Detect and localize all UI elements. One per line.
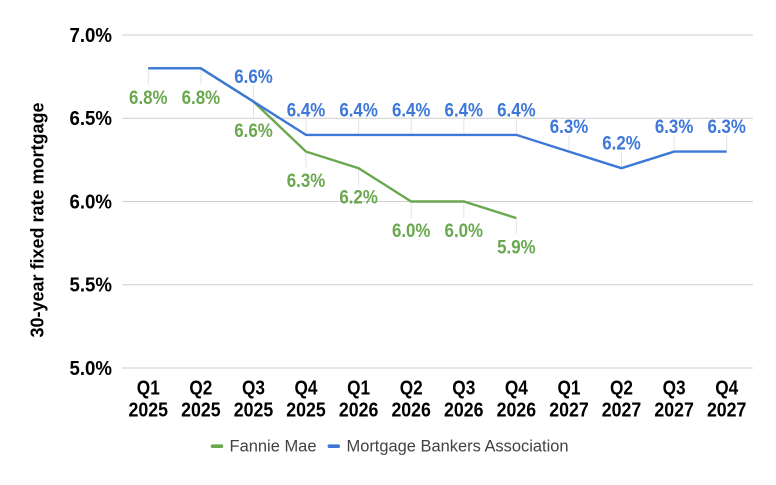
svg-text:6.3%: 6.3% (655, 117, 694, 138)
svg-text:Q4: Q4 (295, 378, 319, 400)
svg-text:6.3%: 6.3% (287, 171, 326, 192)
svg-text:6.3%: 6.3% (707, 117, 746, 138)
svg-text:Q3: Q3 (452, 378, 475, 400)
svg-text:6.4%: 6.4% (445, 100, 484, 121)
svg-text:6.4%: 6.4% (497, 100, 536, 121)
svg-text:6.8%: 6.8% (182, 88, 221, 109)
svg-text:2026: 2026 (444, 400, 484, 422)
svg-text:2027: 2027 (654, 400, 694, 422)
svg-text:6.3%: 6.3% (550, 117, 589, 138)
svg-text:Q3: Q3 (242, 378, 265, 400)
svg-text:Q2: Q2 (189, 378, 212, 400)
svg-text:Mortgage Bankers Association: Mortgage Bankers Association (347, 437, 569, 456)
svg-text:Q4: Q4 (505, 378, 529, 400)
svg-text:6.2%: 6.2% (602, 134, 641, 155)
svg-text:2025: 2025 (286, 400, 326, 422)
svg-text:Q2: Q2 (610, 378, 633, 400)
svg-text:6.0%: 6.0% (445, 221, 484, 242)
svg-text:Fannie Mae: Fannie Mae (230, 437, 317, 456)
svg-text:6.5%: 6.5% (70, 108, 113, 130)
svg-text:30-year fixed rate mortgage: 30-year fixed rate mortgage (28, 102, 48, 337)
svg-text:5.0%: 5.0% (70, 358, 113, 380)
svg-text:2026: 2026 (497, 400, 537, 422)
svg-text:2027: 2027 (707, 400, 747, 422)
svg-text:6.8%: 6.8% (129, 88, 168, 109)
svg-text:6.0%: 6.0% (70, 191, 113, 213)
svg-text:Q1: Q1 (558, 378, 581, 400)
svg-text:Q1: Q1 (347, 378, 370, 400)
svg-text:2025: 2025 (181, 400, 221, 422)
svg-text:7.0%: 7.0% (70, 25, 113, 47)
svg-text:2027: 2027 (602, 400, 642, 422)
svg-text:2025: 2025 (129, 400, 169, 422)
svg-text:6.0%: 6.0% (392, 221, 431, 242)
svg-text:6.6%: 6.6% (234, 67, 273, 88)
svg-text:5.5%: 5.5% (70, 275, 113, 297)
svg-text:2027: 2027 (549, 400, 589, 422)
svg-text:Q1: Q1 (137, 378, 160, 400)
svg-text:6.4%: 6.4% (287, 100, 326, 121)
svg-text:2025: 2025 (234, 400, 274, 422)
svg-text:6.6%: 6.6% (234, 121, 273, 142)
svg-text:6.2%: 6.2% (339, 188, 378, 209)
svg-text:2026: 2026 (391, 400, 431, 422)
svg-text:2026: 2026 (339, 400, 379, 422)
svg-text:6.4%: 6.4% (339, 100, 378, 121)
svg-text:Q3: Q3 (663, 378, 686, 400)
svg-text:6.4%: 6.4% (392, 100, 431, 121)
svg-text:Q2: Q2 (400, 378, 423, 400)
svg-text:Q4: Q4 (715, 378, 739, 400)
svg-text:5.9%: 5.9% (497, 238, 536, 259)
